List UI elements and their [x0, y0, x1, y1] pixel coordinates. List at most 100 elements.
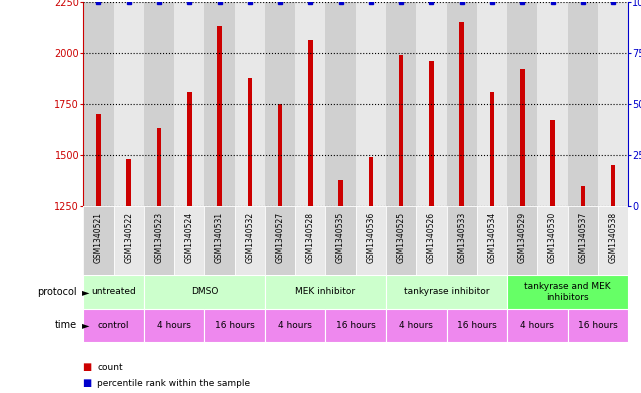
Text: tankyrase and MEK
inhibitors: tankyrase and MEK inhibitors — [524, 282, 611, 301]
Text: 16 hours: 16 hours — [457, 321, 497, 330]
Bar — [416, 206, 447, 275]
Text: percentile rank within the sample: percentile rank within the sample — [97, 379, 251, 387]
Bar — [204, 309, 265, 342]
Bar — [296, 206, 326, 275]
Text: ►: ► — [82, 320, 90, 330]
Bar — [144, 2, 174, 206]
Bar — [83, 275, 144, 309]
Bar — [369, 157, 373, 206]
Bar — [83, 206, 113, 275]
Bar — [265, 2, 296, 206]
Text: 4 hours: 4 hours — [278, 321, 312, 330]
Bar — [144, 206, 174, 275]
Bar — [568, 309, 628, 342]
Bar — [113, 206, 144, 275]
Bar — [447, 2, 477, 206]
Text: 4 hours: 4 hours — [520, 321, 554, 330]
Text: protocol: protocol — [37, 287, 77, 297]
Bar — [447, 206, 477, 275]
Text: GSM1340524: GSM1340524 — [185, 212, 194, 263]
Text: GSM1340533: GSM1340533 — [457, 212, 466, 263]
Bar — [537, 206, 568, 275]
Text: DMSO: DMSO — [191, 287, 218, 296]
Bar — [265, 275, 386, 309]
Bar — [326, 2, 356, 206]
Bar — [386, 275, 507, 309]
Text: time: time — [54, 320, 77, 330]
Bar — [507, 275, 628, 309]
Text: control: control — [98, 321, 129, 330]
Bar — [429, 61, 434, 206]
Text: GSM1340523: GSM1340523 — [154, 212, 163, 263]
Text: GSM1340521: GSM1340521 — [94, 212, 103, 263]
Bar — [308, 40, 313, 206]
Text: tankyrase inhibitor: tankyrase inhibitor — [404, 287, 489, 296]
Text: GSM1340538: GSM1340538 — [608, 212, 617, 263]
Text: GSM1340535: GSM1340535 — [336, 212, 345, 263]
Text: 4 hours: 4 hours — [399, 321, 433, 330]
Bar — [537, 2, 568, 206]
Bar — [204, 2, 235, 206]
Text: ■: ■ — [83, 362, 96, 373]
Bar — [399, 55, 403, 206]
Bar — [265, 206, 296, 275]
Text: untreated: untreated — [91, 287, 136, 296]
Text: 16 hours: 16 hours — [578, 321, 618, 330]
Bar — [126, 159, 131, 206]
Bar — [338, 180, 343, 206]
Bar — [520, 70, 524, 206]
Bar — [477, 206, 507, 275]
Text: GSM1340536: GSM1340536 — [367, 212, 376, 263]
Text: 4 hours: 4 hours — [157, 321, 191, 330]
Text: GSM1340525: GSM1340525 — [397, 212, 406, 263]
Bar — [247, 77, 252, 206]
Bar — [477, 2, 507, 206]
Bar — [611, 165, 615, 206]
Bar — [174, 2, 204, 206]
Bar — [187, 92, 192, 206]
Bar — [326, 206, 356, 275]
Text: GSM1340527: GSM1340527 — [276, 212, 285, 263]
Bar — [144, 309, 204, 342]
Text: ►: ► — [82, 287, 90, 297]
Bar — [174, 206, 204, 275]
Bar — [416, 2, 447, 206]
Bar — [386, 2, 416, 206]
Bar — [568, 2, 598, 206]
Bar — [386, 309, 447, 342]
Bar — [507, 309, 568, 342]
Text: GSM1340528: GSM1340528 — [306, 212, 315, 263]
Bar — [296, 2, 326, 206]
Bar — [83, 2, 113, 206]
Bar — [96, 114, 101, 206]
Bar — [144, 275, 265, 309]
Text: GSM1340532: GSM1340532 — [246, 212, 254, 263]
Bar — [490, 92, 494, 206]
Bar — [386, 206, 416, 275]
Text: 16 hours: 16 hours — [336, 321, 376, 330]
Bar — [507, 2, 537, 206]
Bar — [217, 26, 222, 206]
Text: ■: ■ — [83, 378, 96, 388]
Text: GSM1340531: GSM1340531 — [215, 212, 224, 263]
Bar — [356, 206, 386, 275]
Bar — [113, 2, 144, 206]
Bar — [235, 206, 265, 275]
Text: GSM1340526: GSM1340526 — [427, 212, 436, 263]
Bar — [550, 121, 554, 206]
Bar — [278, 104, 282, 206]
Bar — [507, 206, 537, 275]
Text: GSM1340537: GSM1340537 — [578, 212, 587, 263]
Bar — [598, 2, 628, 206]
Bar — [447, 309, 507, 342]
Text: GSM1340529: GSM1340529 — [518, 212, 527, 263]
Bar — [265, 309, 326, 342]
Bar — [235, 2, 265, 206]
Text: MEK inhibitor: MEK inhibitor — [296, 287, 356, 296]
Bar — [460, 22, 464, 206]
Bar — [157, 128, 162, 206]
Bar — [598, 206, 628, 275]
Bar — [568, 206, 598, 275]
Bar — [326, 309, 386, 342]
Bar — [83, 309, 144, 342]
